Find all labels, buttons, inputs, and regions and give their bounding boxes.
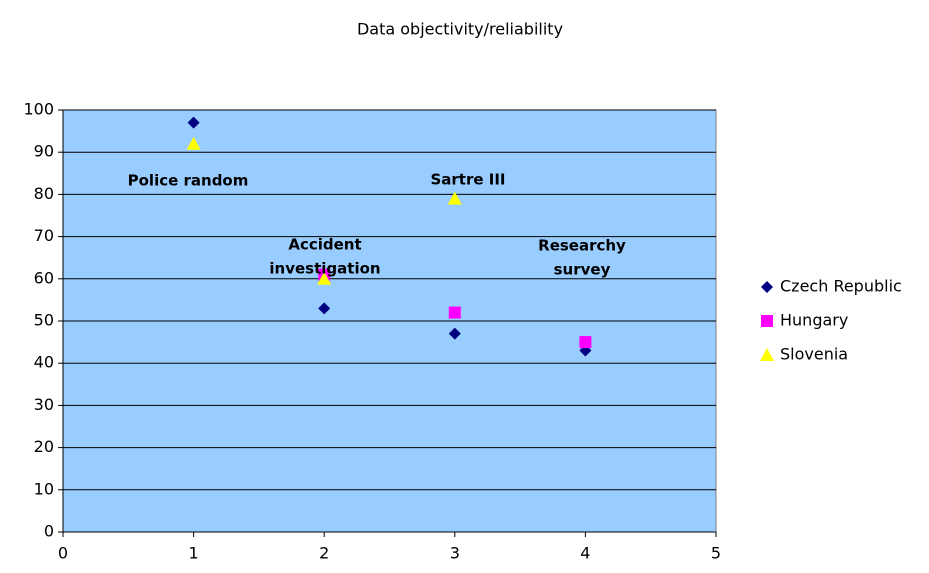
x-tick-label: 3 <box>450 544 460 563</box>
legend-marker <box>761 281 773 293</box>
annotation: Police random <box>128 172 249 190</box>
point <box>579 336 592 349</box>
point <box>186 136 201 150</box>
y-tick-label: 0 <box>44 522 54 541</box>
y-tick-label: 50 <box>34 311 54 330</box>
annotation: Researchy <box>538 237 626 255</box>
legend-label: Slovenia <box>780 345 848 364</box>
legend-marker <box>761 315 773 327</box>
point <box>317 271 332 285</box>
y-tick-label: 20 <box>34 437 54 456</box>
y-tick-label: 10 <box>34 479 54 498</box>
point <box>187 116 200 129</box>
annotation: investigation <box>269 260 380 278</box>
x-tick-label: 4 <box>580 544 590 563</box>
legend-label: Hungary <box>780 311 848 330</box>
x-tick-label: 5 <box>711 544 721 563</box>
chart-title: Data objectivity/reliability <box>357 20 563 39</box>
point <box>447 191 462 205</box>
y-tick-label: 60 <box>34 268 54 287</box>
x-tick-label: 2 <box>319 544 329 563</box>
x-tick-label: 0 <box>58 544 68 563</box>
legend-marker <box>760 348 774 361</box>
y-tick-label: 40 <box>34 353 54 372</box>
y-tick-label: 30 <box>34 395 54 414</box>
y-tick-label: 90 <box>34 142 54 161</box>
x-tick-label: 1 <box>189 544 199 563</box>
y-tick-label: 100 <box>23 100 54 119</box>
annotation: Sartre III <box>430 171 505 189</box>
y-tick-label: 70 <box>34 226 54 245</box>
legend-label: Czech Republic <box>780 277 902 296</box>
y-tick-label: 80 <box>34 184 54 203</box>
annotation: Accident <box>288 236 361 254</box>
point <box>318 302 331 315</box>
point <box>448 327 461 340</box>
annotation: survey <box>554 261 611 279</box>
point <box>448 306 461 319</box>
